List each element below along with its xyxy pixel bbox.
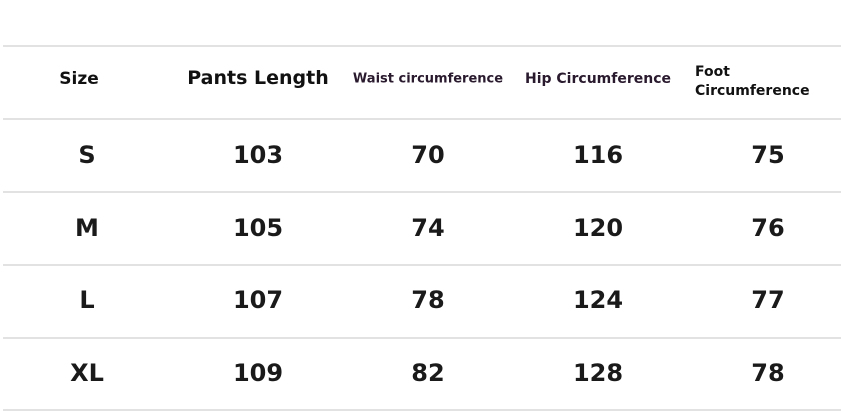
cell-size: XL bbox=[70, 359, 104, 387]
header-size: Size bbox=[59, 69, 99, 89]
header-pants-length: Pants Length bbox=[187, 67, 329, 89]
cell-pants-length: 103 bbox=[232, 141, 284, 169]
cell-waist: 74 bbox=[411, 214, 445, 242]
header-waist: Waist circumference bbox=[352, 71, 504, 87]
cell-foot: 77 bbox=[751, 286, 785, 314]
cell-waist: 70 bbox=[411, 141, 445, 169]
divider bbox=[3, 118, 841, 120]
divider bbox=[3, 191, 841, 193]
header-foot-line2: Circumference bbox=[695, 83, 810, 99]
header-hip: Hip Circumference bbox=[525, 71, 671, 87]
divider bbox=[3, 264, 841, 266]
cell-pants-length: 109 bbox=[232, 359, 284, 387]
cell-hip: 128 bbox=[572, 359, 624, 387]
divider bbox=[3, 45, 841, 47]
cell-size: L bbox=[79, 286, 95, 314]
cell-foot: 76 bbox=[751, 214, 785, 242]
header-foot: Foot Circumference bbox=[695, 63, 810, 101]
cell-pants-length: 105 bbox=[232, 214, 284, 242]
divider bbox=[3, 337, 841, 339]
cell-waist: 82 bbox=[411, 359, 445, 387]
cell-size: S bbox=[78, 141, 96, 169]
cell-foot: 78 bbox=[751, 359, 785, 387]
cell-hip: 116 bbox=[572, 141, 624, 169]
divider bbox=[3, 409, 841, 411]
cell-pants-length: 107 bbox=[232, 286, 284, 314]
cell-size: M bbox=[75, 214, 99, 242]
cell-foot: 75 bbox=[751, 141, 785, 169]
cell-hip: 120 bbox=[572, 214, 624, 242]
cell-waist: 78 bbox=[411, 286, 445, 314]
header-foot-line1: Foot bbox=[695, 64, 730, 80]
cell-hip: 124 bbox=[572, 286, 624, 314]
